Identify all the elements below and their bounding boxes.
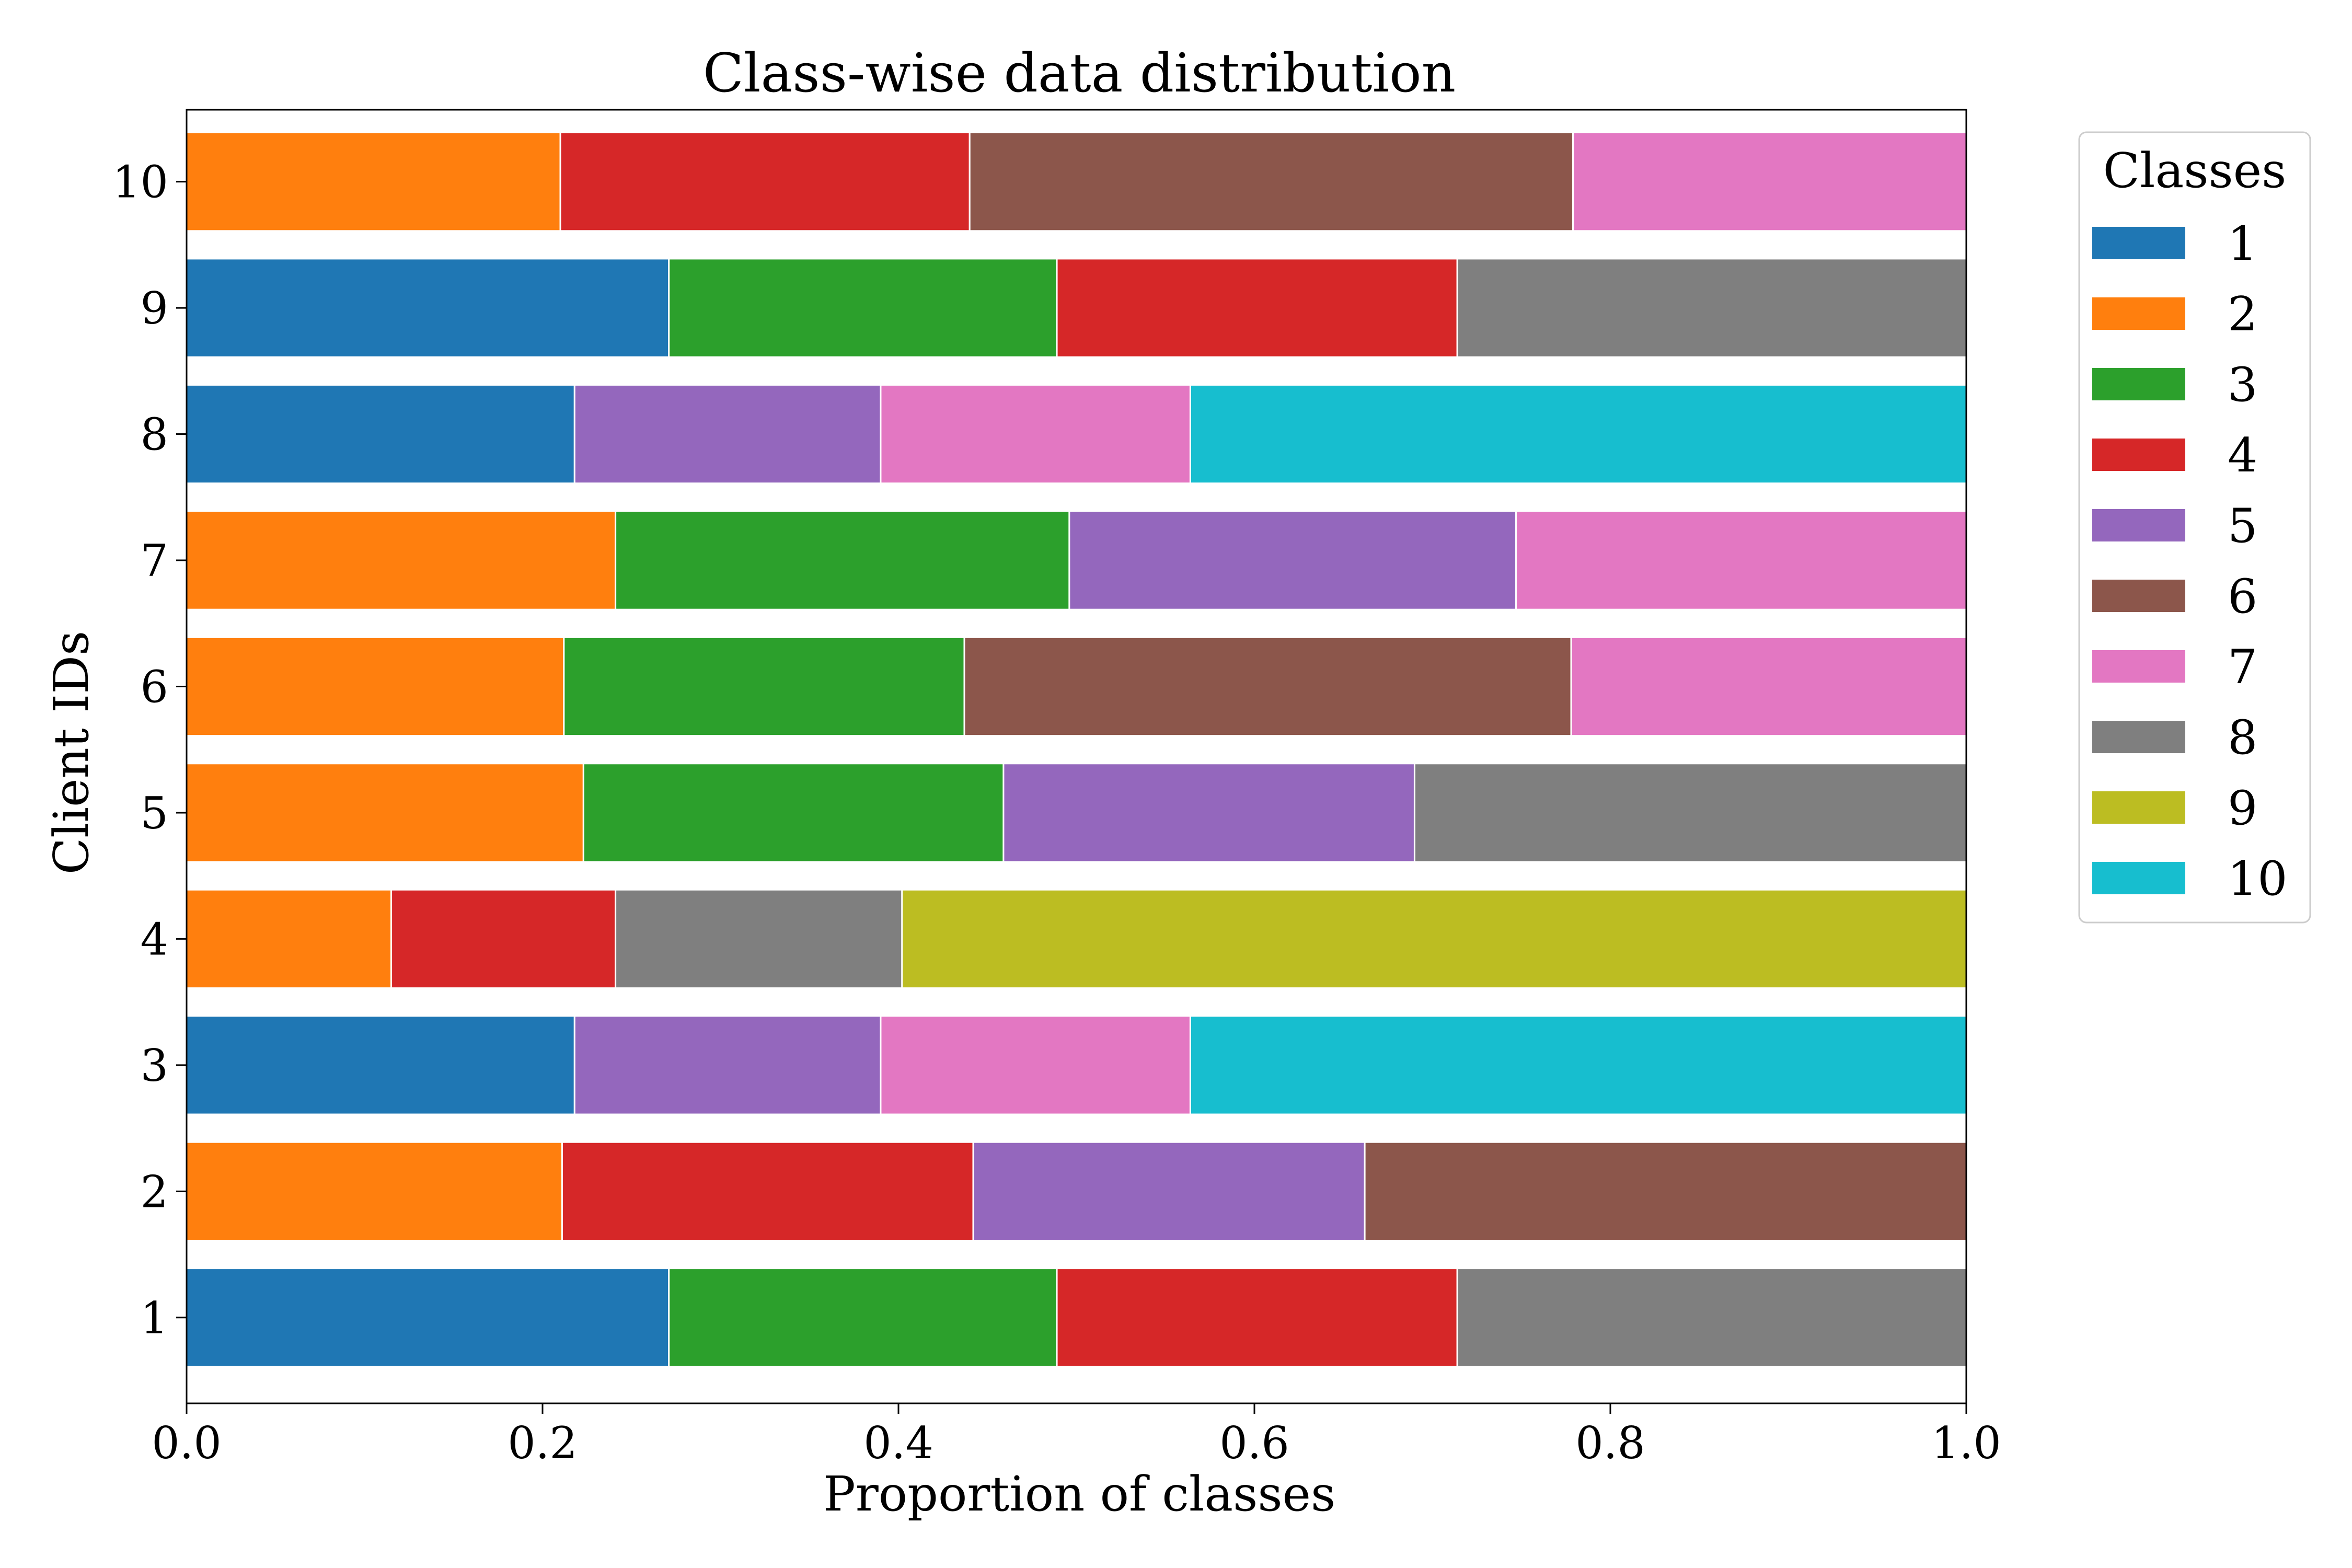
legend-label-class-3: 3: [2228, 358, 2257, 412]
bar-client-3-class-5: [573, 1015, 882, 1115]
bar-client-5-class-3: [582, 763, 1005, 863]
legend-swatch-class-10: [2092, 862, 2185, 894]
legend-label-class-10: 10: [2228, 851, 2288, 906]
bar-client-8-class-10: [1189, 384, 1967, 485]
y-tick-label: 2: [141, 1166, 168, 1217]
bar-client-5-class-2: [186, 763, 584, 863]
bar-client-10-class-6: [969, 131, 1574, 232]
bar-client-7-class-3: [615, 510, 1070, 610]
bar-client-8-class-1: [186, 384, 575, 485]
bar-client-1-class-3: [668, 1267, 1058, 1368]
x-axis-label: Proportion of classes: [823, 1466, 1335, 1522]
bar-client-3-class-1: [186, 1015, 575, 1115]
x-tick-label: 0.6: [1219, 1417, 1289, 1469]
y-tick-label: 1: [141, 1293, 168, 1344]
bar-client-3-class-7: [880, 1015, 1191, 1115]
bar-client-1-class-1: [186, 1267, 670, 1368]
bar-client-10-class-2: [186, 131, 561, 232]
bar-client-1-class-4: [1056, 1267, 1458, 1368]
bar-client-9-class-3: [668, 258, 1058, 358]
y-tick-label: 10: [112, 157, 168, 208]
x-tick-label: 1.0: [1931, 1417, 2001, 1469]
x-tick-label: 0.0: [152, 1417, 222, 1469]
legend-swatch-class-5: [2092, 509, 2185, 541]
y-tick-label: 9: [141, 283, 168, 334]
bar-client-6-class-6: [963, 636, 1572, 737]
y-tick-label: 4: [141, 914, 168, 965]
y-tick-label: 5: [141, 788, 168, 839]
bar-client-4-class-2: [186, 889, 393, 989]
legend-swatch-class-2: [2092, 297, 2185, 330]
x-tick-label: 0.8: [1575, 1417, 1645, 1469]
legend-swatch-class-1: [2092, 227, 2185, 259]
bar-client-4-class-4: [390, 889, 617, 989]
bar-client-9-class-1: [186, 258, 670, 358]
legend-swatch-class-7: [2092, 650, 2185, 683]
bar-client-6-class-7: [1570, 636, 1967, 737]
bar-client-1-class-8: [1456, 1267, 1967, 1368]
y-tick-label: 6: [141, 661, 168, 712]
legend-swatch-class-8: [2092, 721, 2185, 753]
bar-client-5-class-5: [1002, 763, 1415, 863]
legend-label-class-9: 9: [2228, 781, 2257, 836]
legend-swatch-class-3: [2092, 368, 2185, 400]
legend-items: 1 2 3 4 5 6 7 8 9 10: [2092, 216, 2288, 906]
bar-client-2-class-2: [186, 1141, 563, 1242]
bar-client-7-class-2: [186, 510, 617, 610]
bar-client-8-class-5: [573, 384, 882, 485]
bar-client-4-class-8: [615, 889, 903, 989]
bar-client-9-class-8: [1456, 258, 1967, 358]
x-tick-label: 0.4: [863, 1417, 933, 1469]
legend-label-class-4: 4: [2228, 428, 2257, 483]
bar-client-2-class-5: [972, 1141, 1366, 1242]
bar-client-5-class-8: [1413, 763, 1967, 863]
legend-label-class-2: 2: [2228, 287, 2257, 342]
y-tick-label: 8: [141, 409, 168, 460]
bar-client-2-class-6: [1364, 1141, 1967, 1242]
bar-client-6-class-2: [186, 636, 565, 737]
x-tick-label: 0.2: [508, 1417, 578, 1469]
legend-swatch-class-9: [2092, 791, 2185, 824]
bar-client-6-class-3: [563, 636, 965, 737]
bar-client-4-class-9: [901, 889, 1967, 989]
bar-client-10-class-4: [559, 131, 971, 232]
y-axis-label: Client IDs: [43, 631, 99, 874]
legend-label-class-5: 5: [2228, 499, 2257, 554]
plot-frame: [186, 109, 1967, 1404]
legend-label-class-7: 7: [2228, 640, 2257, 695]
chart-title: Class-wise data distribution: [703, 42, 1456, 105]
bar-client-7-class-7: [1515, 510, 1967, 610]
y-axis: 1 2 3 4 5 6 7 8 9 10: [112, 157, 187, 1344]
y-tick-label: 3: [141, 1040, 168, 1091]
legend-label-class-8: 8: [2228, 710, 2257, 765]
bar-client-10-class-7: [1572, 131, 1967, 232]
legend-swatch-class-4: [2092, 439, 2185, 471]
legend-label-class-6: 6: [2228, 569, 2257, 624]
bar-client-8-class-7: [880, 384, 1191, 485]
bars-group: [186, 131, 1967, 1368]
x-axis: 0.0 0.2 0.4 0.6 0.8 1.0: [152, 1403, 2001, 1469]
bar-client-3-class-10: [1189, 1015, 1967, 1115]
bar-client-9-class-4: [1056, 258, 1458, 358]
bar-client-2-class-4: [561, 1141, 974, 1242]
legend-swatch-class-6: [2092, 580, 2185, 612]
legend-title: Classes: [2103, 143, 2287, 199]
bar-client-7-class-5: [1068, 510, 1517, 610]
y-tick-label: 7: [141, 535, 168, 586]
legend: Classes 1 2 3 4 5 6 7 8 9 10: [2078, 131, 2311, 924]
legend-label-class-1: 1: [2228, 216, 2257, 271]
